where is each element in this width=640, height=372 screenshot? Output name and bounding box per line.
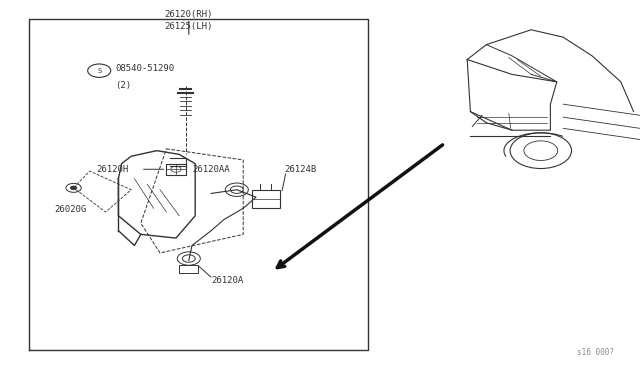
Text: 26120A: 26120A bbox=[211, 276, 243, 285]
Circle shape bbox=[70, 186, 77, 190]
Text: (2): (2) bbox=[115, 81, 131, 90]
Text: 08540-51290: 08540-51290 bbox=[115, 64, 174, 73]
Text: 26120(RH)
26125(LH): 26120(RH) 26125(LH) bbox=[164, 10, 213, 31]
Text: 26020G: 26020G bbox=[54, 205, 86, 214]
Text: 26120H: 26120H bbox=[96, 165, 128, 174]
Bar bbox=[166, 164, 186, 175]
Bar bbox=[252, 190, 280, 208]
Bar bbox=[179, 265, 198, 273]
Text: 26120AA: 26120AA bbox=[192, 165, 230, 174]
Text: s16 000?: s16 000? bbox=[577, 348, 614, 357]
Text: S: S bbox=[97, 68, 101, 74]
Text: 26124B: 26124B bbox=[285, 165, 317, 174]
